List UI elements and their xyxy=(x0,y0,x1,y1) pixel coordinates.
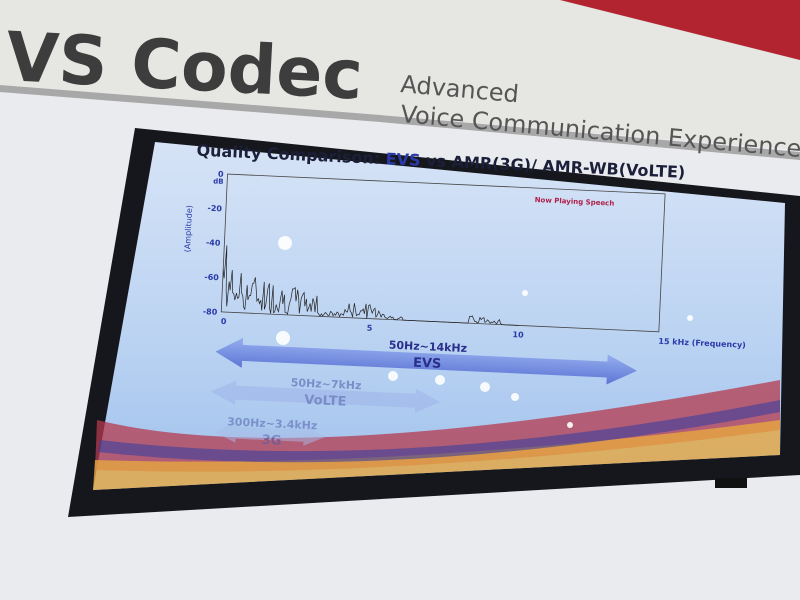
band-3g-name: 3G xyxy=(261,433,281,449)
banner-sign: VS Codec Advanced Voice Communication Ex… xyxy=(0,0,800,163)
band-volte: 50Hz~7kHz VoLTE xyxy=(210,376,441,413)
band-volte-range: 50Hz~7kHz xyxy=(290,376,361,392)
band-evs: 50Hz~14kHz EVS xyxy=(215,337,638,385)
x-tick-label: 15 kHz (Frequency) xyxy=(658,337,746,350)
band-volte-name: VoLTE xyxy=(304,393,347,410)
y-tick-label: 0 xyxy=(218,170,224,179)
band-3g: 300Hz~3.4kHz 3G xyxy=(213,415,326,449)
spectrum-line xyxy=(222,245,519,326)
tv-screen xyxy=(93,142,785,490)
band-3g-range: 300Hz~3.4kHz xyxy=(227,415,318,432)
band-evs-range: 50Hz~14kHz xyxy=(388,339,467,356)
red-accent xyxy=(560,0,800,60)
y-axis-label: (Amplitude) xyxy=(183,205,194,253)
x-tick-label: 5 xyxy=(366,324,372,333)
banner-product: VS Codec xyxy=(4,18,365,116)
screen-decoration xyxy=(93,380,780,490)
band-evs-name: EVS xyxy=(413,356,442,372)
y-tick-label: -60 xyxy=(204,273,219,283)
y-tick-label: -20 xyxy=(207,204,222,214)
y-tick-label: -40 xyxy=(206,238,221,248)
y-unit: dB xyxy=(213,177,224,185)
light-reflections xyxy=(276,236,693,428)
y-tick-label: -80 xyxy=(203,307,218,317)
tv-foot xyxy=(715,478,747,488)
x-tick-label: 0 xyxy=(221,317,227,326)
x-tick-label: 10 xyxy=(512,330,524,340)
legend-label: Now Playing Speech xyxy=(534,196,614,208)
